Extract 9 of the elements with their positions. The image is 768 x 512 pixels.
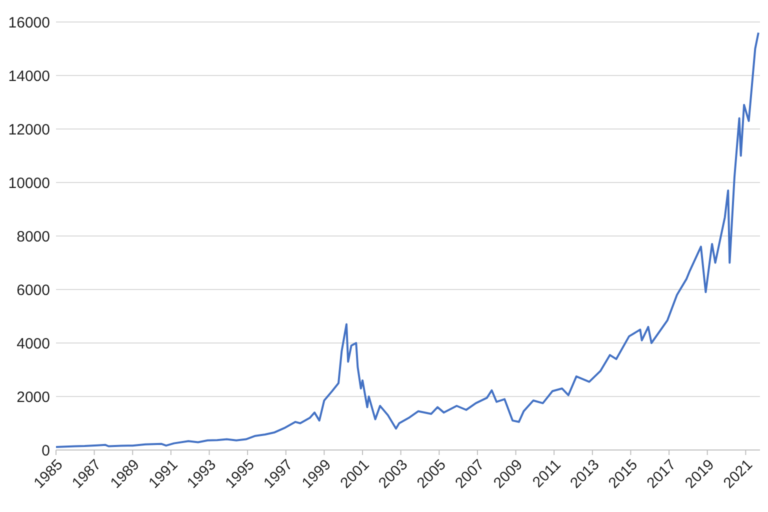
y-tick-label: 12000 xyxy=(8,121,50,138)
y-tick-label: 6000 xyxy=(16,282,50,299)
y-tick-label: 4000 xyxy=(16,335,50,352)
y-tick-label: 8000 xyxy=(16,228,50,246)
y-tick-label: 16000 xyxy=(8,14,50,32)
y-tick-label: 0 xyxy=(42,442,50,460)
y-tick-label: 10000 xyxy=(8,174,50,192)
y-tick-label: 14000 xyxy=(8,68,50,85)
y-tick-label: 2000 xyxy=(16,388,50,406)
